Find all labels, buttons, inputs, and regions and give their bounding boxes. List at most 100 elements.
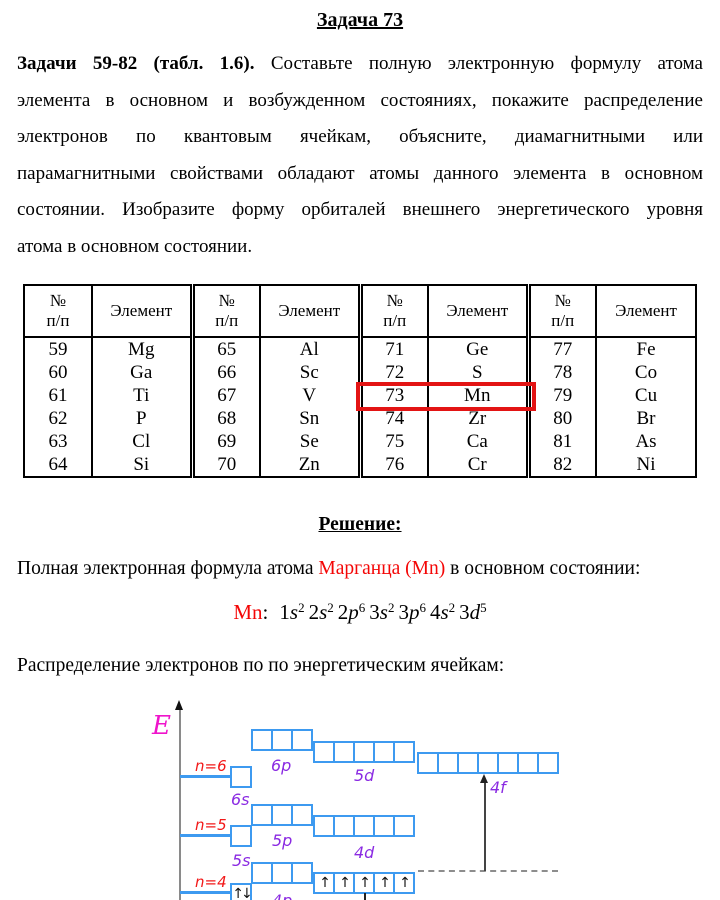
- table-cell: Sn: [259, 406, 360, 430]
- table-cell: Ga: [91, 360, 192, 384]
- formula-intro: Полная электронная формула атома Марганц…: [17, 558, 703, 580]
- table-cell: Ni: [595, 452, 696, 477]
- table-cell: 75: [357, 429, 428, 453]
- task-paragraph: Задачи 59-82 (табл. 1.6). Составьте полн…: [17, 46, 703, 266]
- quantum-cell: [393, 815, 415, 837]
- table-cell: 82: [525, 452, 596, 477]
- formula-term: 3d5: [459, 600, 487, 624]
- table-cell-mn: Mn: [427, 383, 528, 407]
- table-cell: 59: [23, 336, 92, 361]
- table-cell: 81: [525, 429, 596, 453]
- quantum-cell: [353, 815, 375, 837]
- quantum-cell: [373, 815, 395, 837]
- small-tick-line: [364, 893, 366, 900]
- term-n: 4: [429, 599, 441, 624]
- table-cell: 61: [23, 383, 92, 407]
- orbital-label-5d: 5d: [354, 766, 375, 785]
- quantum-cell: [230, 766, 252, 788]
- quantum-cell: [497, 752, 519, 774]
- quantum-cell: [373, 741, 395, 763]
- col-header-element: Элемент: [427, 284, 528, 338]
- term-n: 2: [308, 599, 320, 624]
- orbital-label-4f: 4f: [490, 778, 506, 797]
- energy-axis: [179, 707, 181, 900]
- orbital-boxes-5s: [230, 825, 252, 847]
- table-row: 62 P 68 Sn 74 Zr 80 Br: [23, 406, 696, 430]
- quantum-cell: [333, 741, 355, 763]
- quantum-cell: ↑: [373, 872, 395, 894]
- term-sup: 6: [358, 599, 366, 615]
- term-sup: 2: [298, 599, 305, 615]
- col-header-num: № п/п: [525, 284, 596, 338]
- term-n: 2: [337, 599, 349, 624]
- quantum-cell: ↑: [393, 872, 415, 894]
- table-row: 61 Ti 67 V 73 Mn 79 Cu: [23, 383, 696, 407]
- orbital-label-5p: 5p: [272, 831, 293, 850]
- table-cell: 79: [525, 383, 596, 407]
- quantum-cell: [291, 862, 313, 884]
- elements-table-wrap: № п/п Элемент № п/п Элемент № п/п Элемент №…: [23, 283, 701, 478]
- quantum-cell: ↑: [313, 872, 335, 894]
- electron-arrow-up: ↑: [359, 875, 371, 891]
- level-line-n6: [180, 775, 232, 778]
- col-header-num: № п/п: [357, 284, 428, 338]
- table-cell: 80: [525, 406, 596, 430]
- quantum-cell: [230, 825, 252, 847]
- table-cell: Cl: [91, 429, 192, 453]
- table-cell: 76: [357, 452, 428, 477]
- term-l: s: [319, 599, 328, 624]
- orbital-boxes-5d: [313, 741, 415, 763]
- table-cell: P: [91, 406, 192, 430]
- table-cell: 71: [357, 336, 428, 361]
- orbital-label-6p: 6p: [271, 756, 292, 775]
- quantum-cell: ↑: [333, 872, 355, 894]
- quantum-cell: [313, 815, 335, 837]
- orbital-boxes-4s: ↑↓: [230, 883, 253, 900]
- term-n: 3: [398, 599, 409, 624]
- quantum-cell: [291, 729, 313, 751]
- orbital-boxes-5p: [251, 804, 313, 826]
- orbital-boxes-3d: ↑ ↑ ↑ ↑ ↑: [313, 872, 415, 894]
- term-n: 3: [459, 599, 470, 624]
- arrow-4f-up-icon: [480, 774, 488, 783]
- col-header-element: Элемент: [259, 284, 360, 338]
- level-label-n6: n=6: [195, 757, 227, 775]
- task-line: элемента в основном и возбужденном состо…: [17, 89, 703, 111]
- table-cell-73: 73: [357, 383, 428, 407]
- num-sign: №: [218, 290, 235, 310]
- table-cell: Mg: [91, 336, 192, 361]
- table-cell: Zr: [427, 406, 528, 430]
- table-row: 60 Ga 66 Sc 72 S 78 Co: [23, 360, 696, 384]
- num-sign: №: [554, 290, 571, 310]
- table-cell: 74: [357, 406, 428, 430]
- electron-arrow-up: ↑: [399, 875, 411, 891]
- quantum-cell: ↑↓: [230, 883, 253, 900]
- table-cell: 63: [23, 429, 92, 453]
- formula-colon: :: [262, 599, 269, 624]
- intro-text: Полная электронная формула атома: [17, 557, 319, 579]
- formula-term: 3p6: [398, 600, 426, 624]
- task-line-text: Составьте полную электронную формулу ато…: [254, 53, 703, 74]
- table-cell: S: [427, 360, 528, 384]
- quantum-cell: [291, 804, 313, 826]
- table-cell: 65: [189, 336, 260, 361]
- quantum-cell: [251, 804, 273, 826]
- orbital-boxes-4d: [313, 815, 415, 837]
- level-label-n4: n=4: [195, 873, 227, 891]
- task-lead-bold: Задачи 59-82 (табл. 1.6).: [17, 53, 255, 74]
- quantum-cell: [353, 741, 375, 763]
- orbital-boxes-4f: [417, 752, 559, 774]
- num-sub: п/п: [46, 310, 70, 330]
- table-cell: Fe: [595, 336, 696, 361]
- table-cell: 66: [189, 360, 260, 384]
- electron-arrows-paired: ↑↓: [232, 886, 253, 900]
- term-l: p: [348, 599, 359, 624]
- page-title: Задача 73: [316, 9, 404, 31]
- table-header-row: № п/п Элемент № п/п Элемент № п/п Элемент №…: [23, 284, 696, 338]
- quantum-cell: [517, 752, 539, 774]
- quantum-cell: [333, 815, 355, 837]
- num-sub: п/п: [383, 310, 407, 330]
- term-sup: 2: [448, 599, 456, 615]
- energy-axis-label: E: [152, 711, 171, 741]
- quantum-cell: ↑: [353, 872, 375, 894]
